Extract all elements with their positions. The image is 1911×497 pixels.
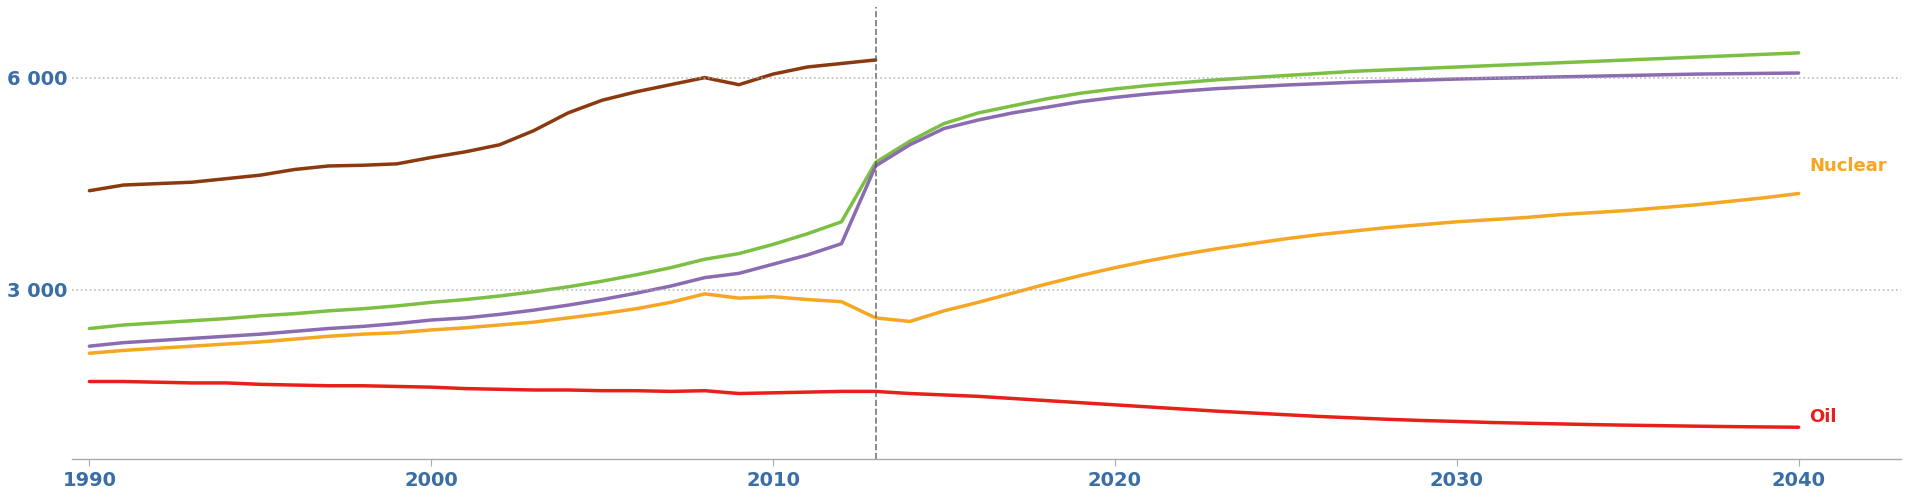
Text: Oil: Oil [1810,408,1836,426]
Text: Nuclear: Nuclear [1810,157,1886,175]
